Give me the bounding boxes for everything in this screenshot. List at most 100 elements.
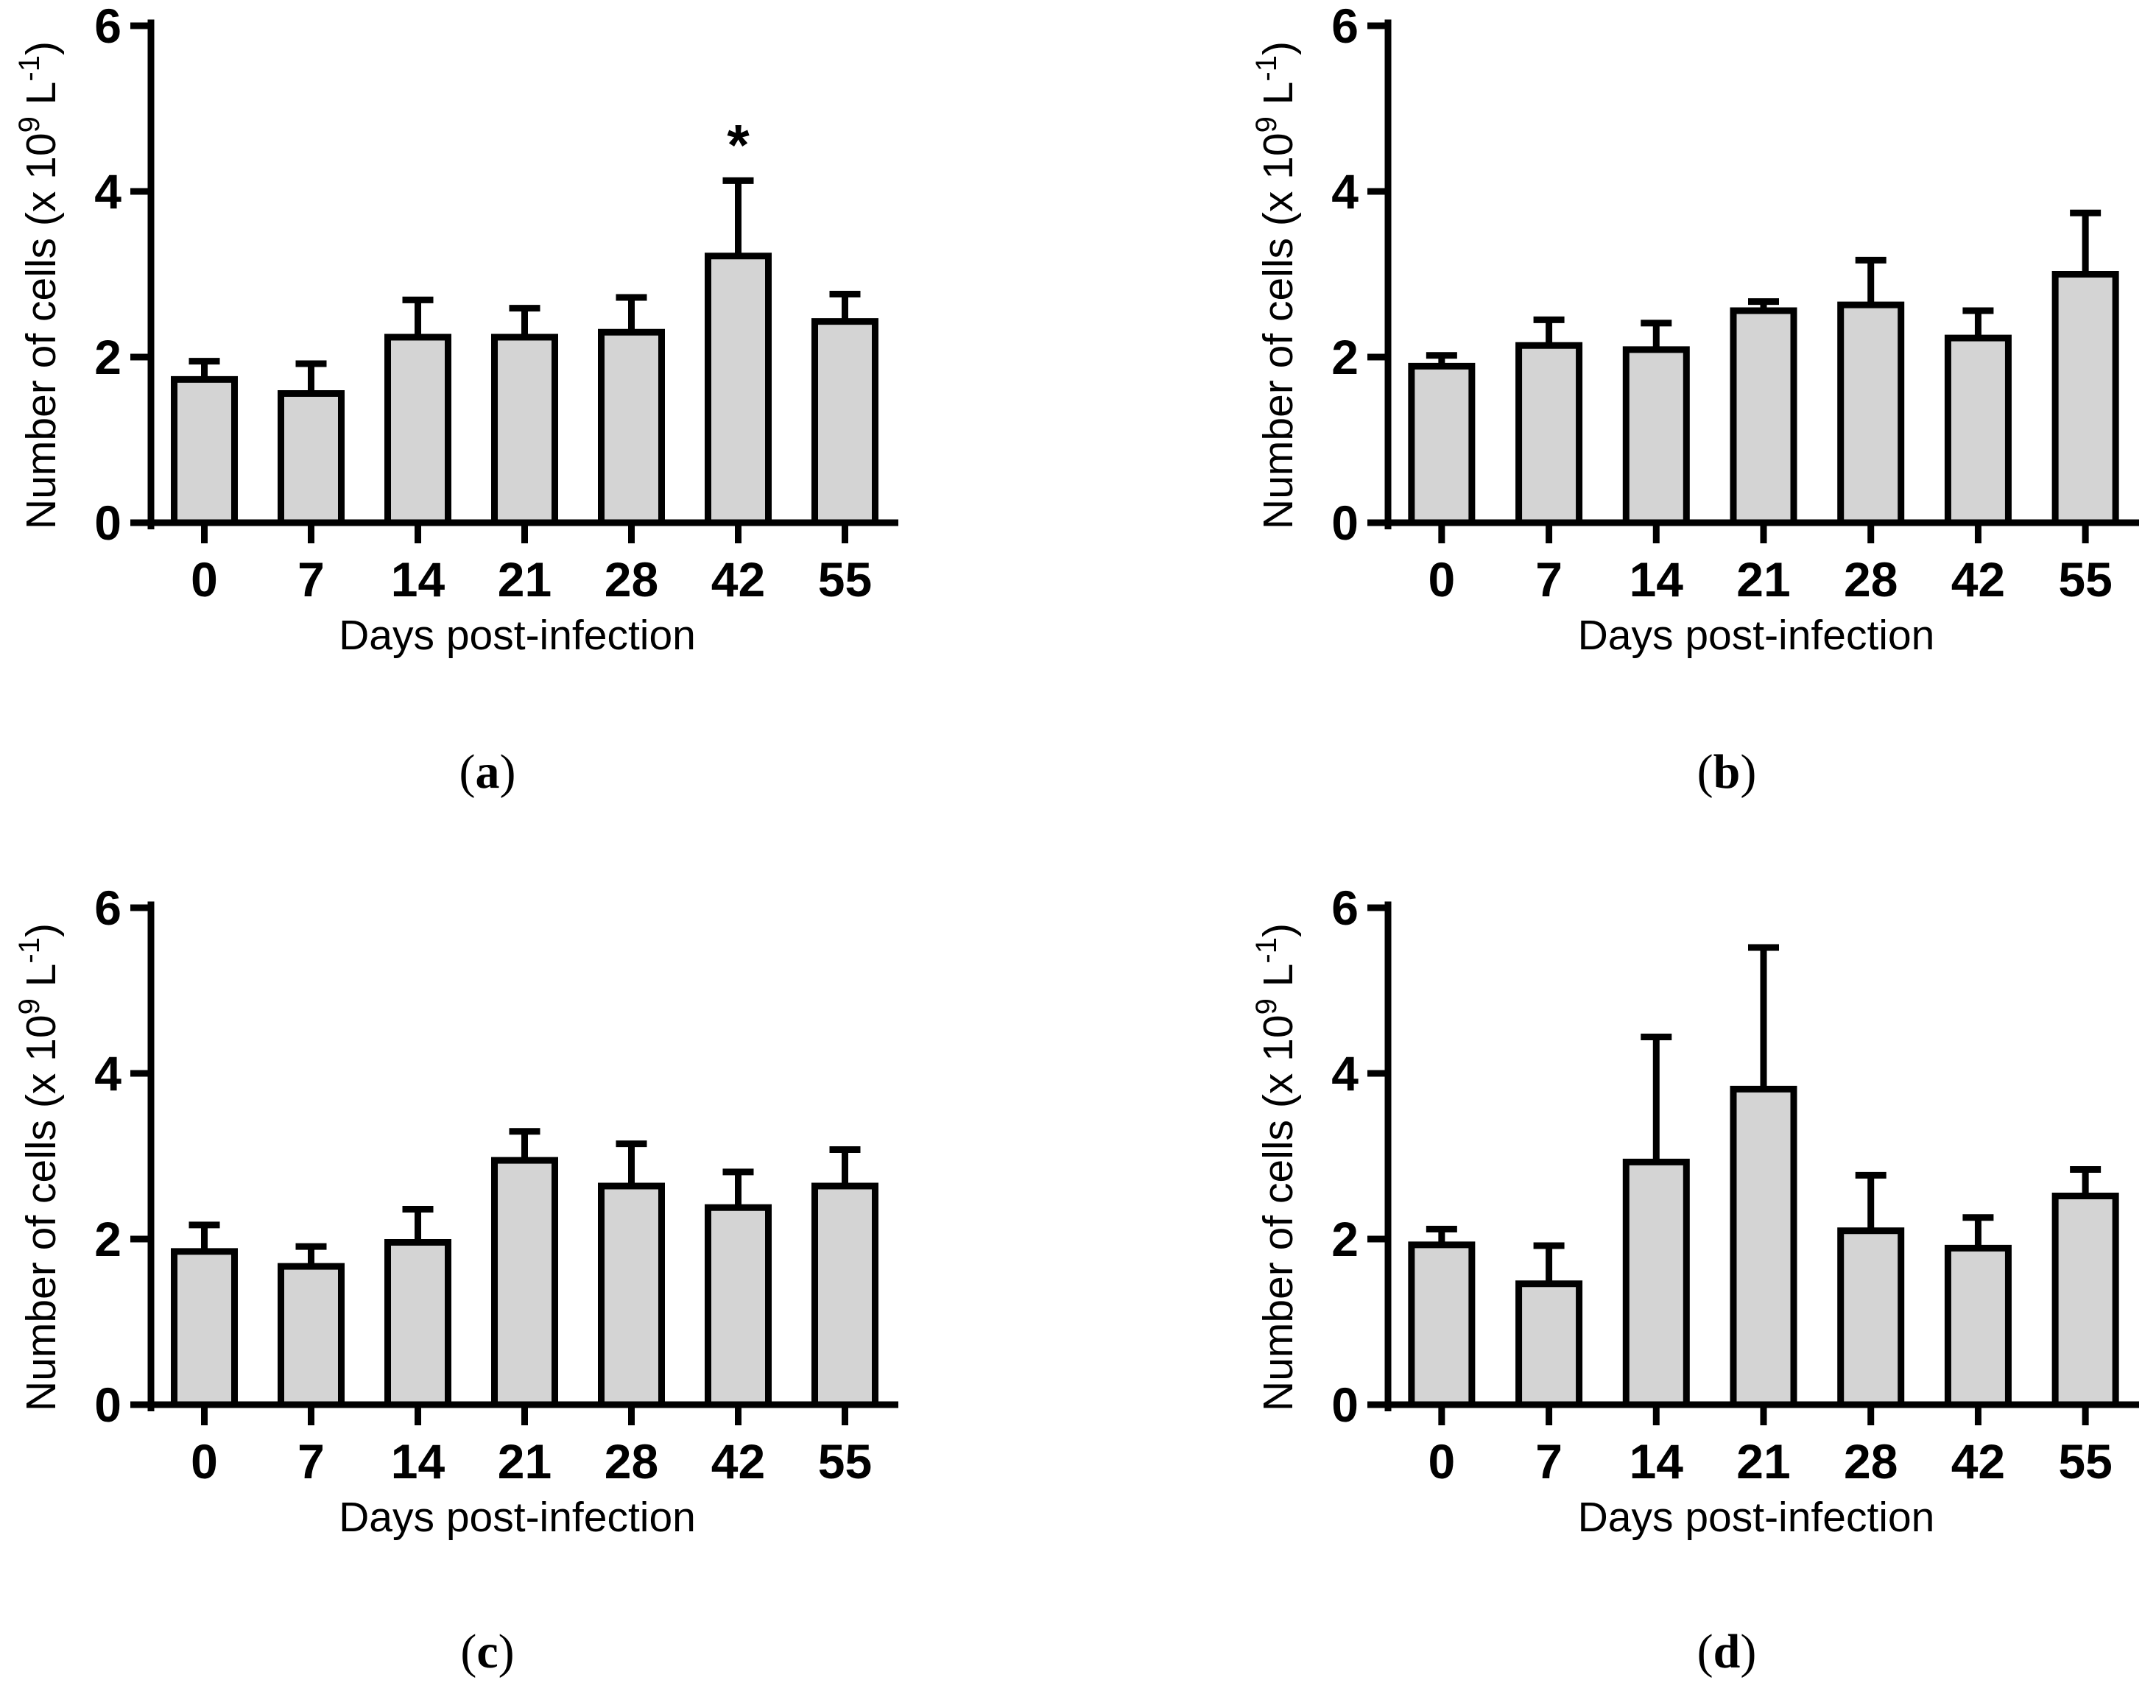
panel-label-a: (a): [459, 745, 516, 799]
x-tick-label-d-21: 21: [1736, 1434, 1790, 1489]
bar-d-14: [1622, 1158, 1690, 1408]
panel-label-close: ): [500, 745, 516, 799]
bar-c-42: [705, 1204, 772, 1408]
panel-label-open: (: [459, 745, 476, 799]
panel-a: 0 2 4 6 0 7 14 21 28 42 55 * Days post-infection Numb…: [13, 0, 898, 799]
y-tick-label-b-6: 6: [1331, 0, 1359, 53]
y-axis-title-text: Number of cells (x 10: [18, 1014, 65, 1411]
y-tick-label-c-6: 6: [94, 881, 121, 935]
y-tick-label-c-4: 4: [94, 1046, 121, 1101]
y-axis-title-exponent: 9: [13, 116, 46, 133]
panel-label-d: (d): [1697, 1625, 1757, 1679]
panel-label-letter: c: [476, 1625, 498, 1679]
x-tick-label-d-14: 14: [1630, 1434, 1684, 1489]
x-tick-label-c-14: 14: [391, 1434, 445, 1489]
bar-b-21: [1730, 307, 1797, 526]
panel-label-close: ): [1740, 745, 1756, 799]
x-tick-label-b-42: 42: [1951, 552, 2005, 607]
y-axis-title-d: Number of cells (x 109 L-1): [1250, 923, 1302, 1411]
y-axis-title-c: Number of cells (x 109 L-1): [13, 923, 65, 1411]
y-axis-title-unit: L: [18, 964, 65, 999]
x-tick-label-c-7: 7: [297, 1434, 325, 1489]
y-axis-title-close: ): [1255, 41, 1302, 55]
bar-b-42: [1944, 334, 2012, 526]
x-tick-label-a-21: 21: [498, 552, 552, 607]
x-tick-label-a-42: 42: [711, 552, 765, 607]
bar-b-28: [1837, 301, 1905, 526]
x-tick-label-b-14: 14: [1630, 552, 1684, 607]
x-tick-label-b-28: 28: [1844, 552, 1898, 607]
x-tick-label-c-42: 42: [711, 1434, 765, 1489]
panel-d: 0 2 4 6 0 7 14 21 28 42 55 Days post-infection Numbe…: [1250, 881, 2139, 1679]
x-tick-label-c-55: 55: [818, 1434, 872, 1489]
y-axis-title-exponent: -1: [13, 937, 46, 964]
bar-b-0: [1408, 362, 1476, 526]
x-tick-label-a-28: 28: [605, 552, 658, 607]
significance-mark-a-42: *: [727, 112, 750, 177]
y-axis-title-unit: L: [1255, 964, 1302, 999]
x-tick-label-d-28: 28: [1844, 1434, 1898, 1489]
y-axis-title-exponent: 9: [1250, 116, 1283, 133]
y-tick-label-c-2: 2: [94, 1212, 121, 1266]
bar-c-0: [171, 1248, 238, 1408]
x-tick-label-b-0: 0: [1428, 552, 1455, 607]
y-axis-title-close: ): [18, 923, 65, 937]
bar-d-7: [1515, 1280, 1583, 1408]
y-tick-label-d-2: 2: [1331, 1212, 1359, 1266]
bar-a-55: [811, 318, 878, 526]
x-tick-label-a-55: 55: [818, 552, 872, 607]
panel-label-close: ): [499, 1625, 515, 1679]
panel-label-letter: b: [1713, 745, 1741, 799]
x-tick-label-a-14: 14: [391, 552, 445, 607]
panel-label-open: (: [460, 1625, 476, 1679]
panel-label-open: (: [1697, 1625, 1713, 1679]
bar-d-0: [1408, 1241, 1476, 1408]
y-axis-title-exponent: -1: [1250, 937, 1283, 964]
x-tick-label-b-7: 7: [1535, 552, 1563, 607]
bar-a-0: [171, 375, 238, 526]
y-tick-label-a-2: 2: [94, 330, 121, 384]
panel-label-letter: a: [476, 745, 500, 799]
y-tick-label-d-6: 6: [1331, 881, 1359, 935]
y-tick-label-a-0: 0: [94, 495, 121, 550]
bar-a-42: [705, 253, 772, 526]
bar-d-42: [1944, 1244, 2012, 1408]
y-axis-title-a: Number of cells (x 109 L-1): [13, 41, 65, 529]
x-axis-title-c: Days post-infection: [339, 1494, 696, 1541]
x-tick-label-b-55: 55: [2058, 552, 2112, 607]
y-tick-label-b-2: 2: [1331, 330, 1359, 384]
y-axis-title-exponent: 9: [1250, 998, 1283, 1014]
y-tick-label-b-4: 4: [1331, 164, 1359, 219]
bar-a-21: [491, 334, 558, 526]
panel-label-close: ): [1740, 1625, 1756, 1679]
bar-c-55: [811, 1182, 878, 1408]
x-tick-label-c-21: 21: [498, 1434, 552, 1489]
x-tick-label-d-7: 7: [1535, 1434, 1563, 1489]
bar-a-14: [384, 334, 451, 526]
x-tick-label-c-0: 0: [191, 1434, 218, 1489]
y-axis-title-text: Number of cells (x 10: [1255, 133, 1302, 529]
y-axis-title-close: ): [18, 41, 65, 55]
y-axis-title-text: Number of cells (x 10: [18, 133, 65, 529]
bar-b-55: [2051, 271, 2119, 526]
y-tick-label-c-0: 0: [94, 1377, 121, 1432]
panel-label-b: (b): [1697, 745, 1757, 799]
bar-d-21: [1730, 1085, 1797, 1408]
panel-b: 0 2 4 6 0 7 14 21 28 42 55 Days post-infection Numbe…: [1250, 0, 2139, 799]
x-tick-label-a-7: 7: [297, 552, 325, 607]
y-axis-title-exponent: -1: [13, 55, 46, 82]
x-axis-title-d: Days post-infection: [1578, 1494, 1935, 1541]
y-axis-title-unit: L: [18, 82, 65, 117]
bar-d-28: [1837, 1227, 1905, 1408]
y-tick-label-a-6: 6: [94, 0, 121, 53]
panel-c: 0 2 4 6 0 7 14 21 28 42 55 Days post-infection Numbe…: [13, 881, 898, 1679]
y-axis-title-close: ): [1255, 923, 1302, 937]
y-axis-title-exponent: 9: [13, 998, 46, 1014]
bar-c-14: [384, 1239, 451, 1408]
panel-label-open: (: [1697, 745, 1713, 799]
bar-c-21: [491, 1157, 558, 1408]
x-tick-label-c-28: 28: [605, 1434, 658, 1489]
bar-b-7: [1515, 342, 1583, 526]
